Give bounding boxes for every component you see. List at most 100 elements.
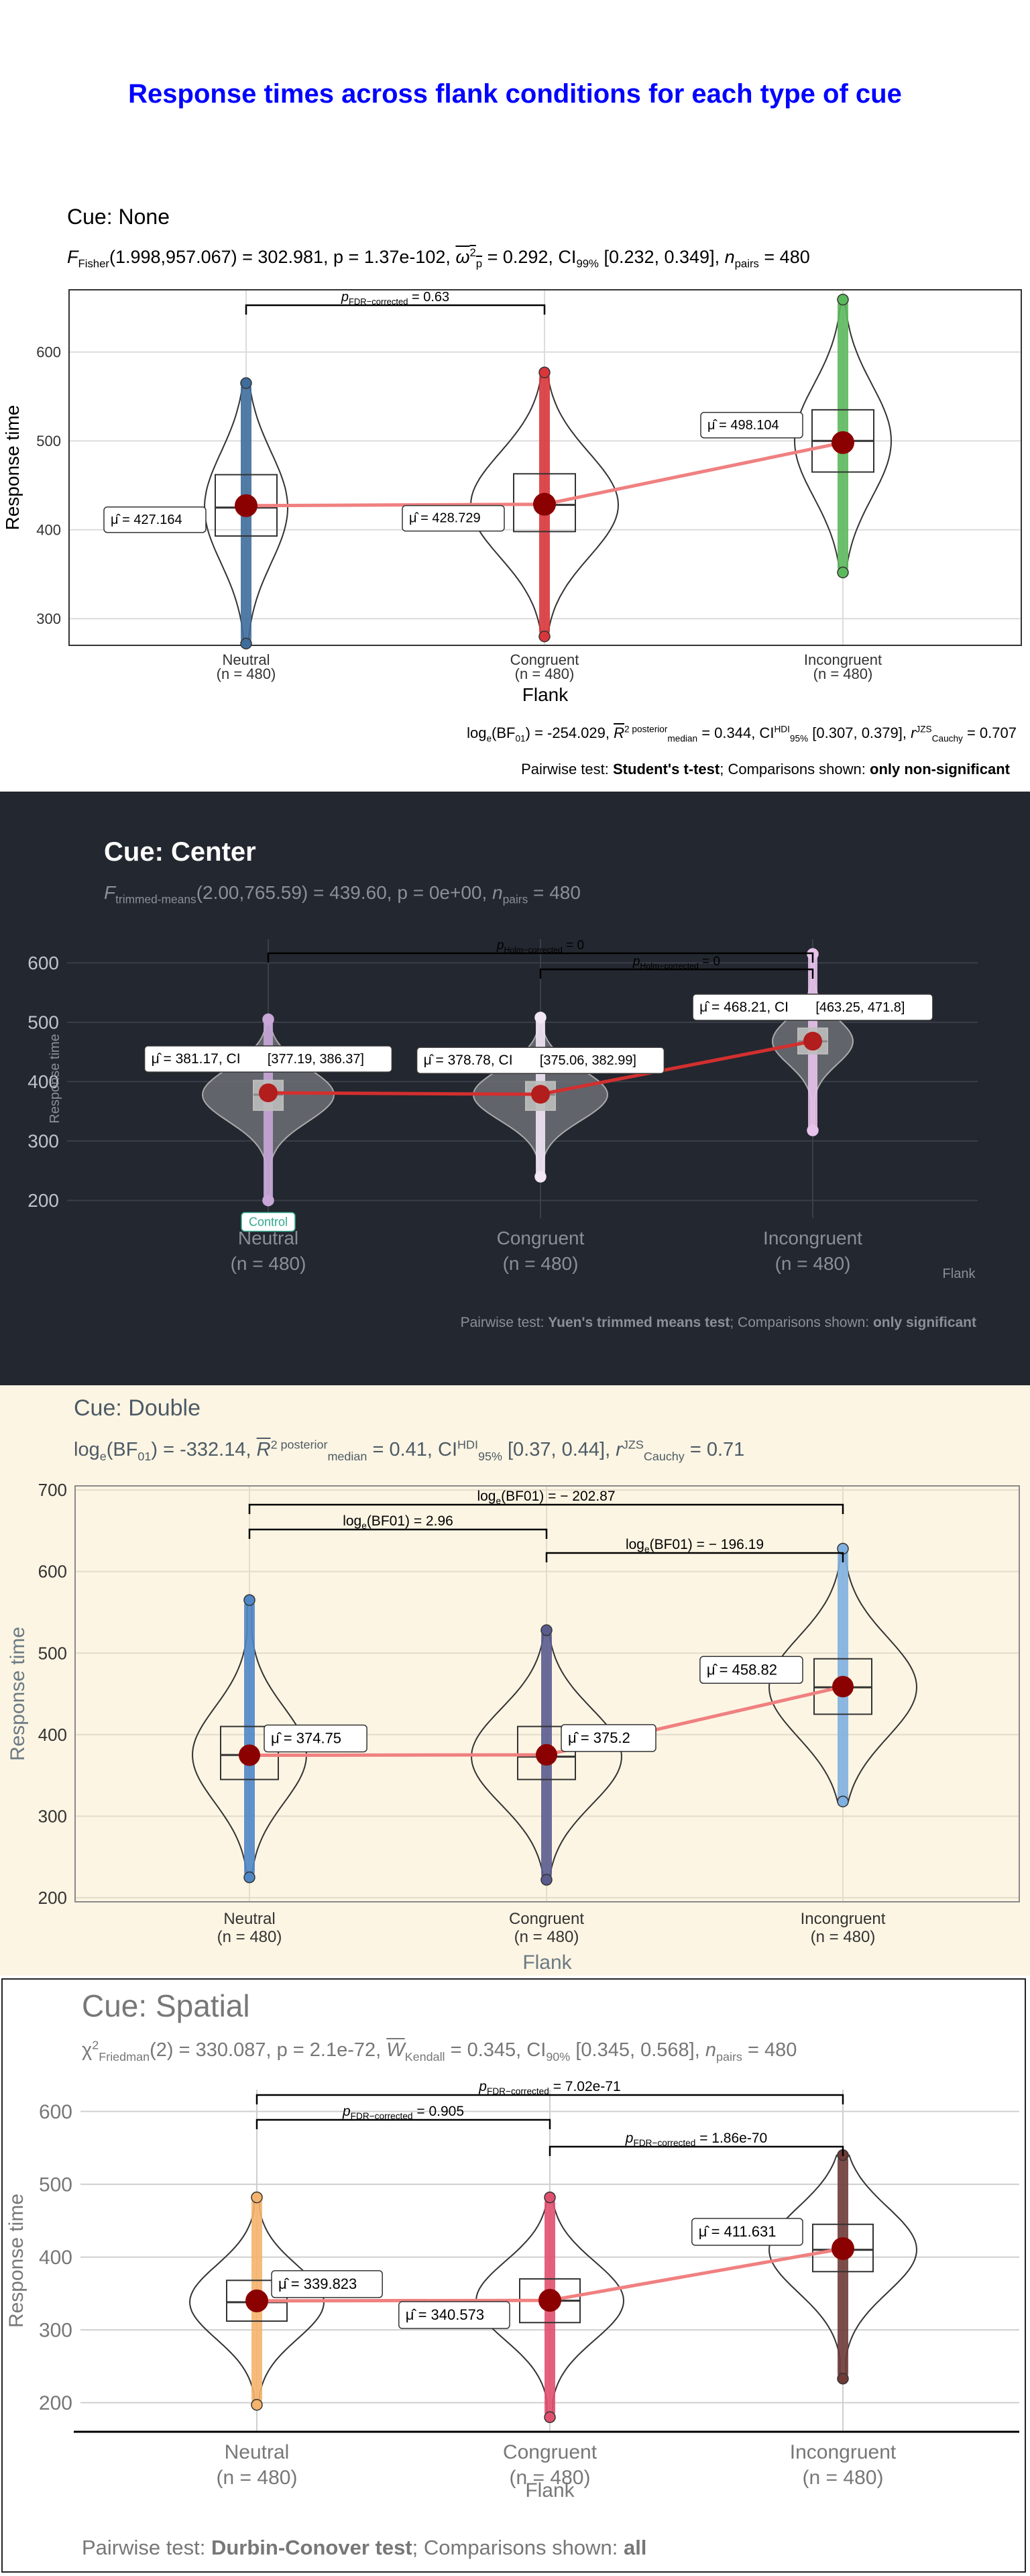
x-tick-n-label: (n = 480) — [813, 665, 873, 682]
y-tick-label: 500 — [36, 433, 61, 449]
y-axis-title: Response time — [7, 1627, 29, 1761]
box-neutral — [220, 1725, 279, 1780]
x-tick-label: Congruent — [510, 651, 579, 668]
mean-label-box — [398, 2301, 510, 2329]
mean-label: μ̂ = 427.164 — [111, 513, 182, 527]
comparison-label: loge(BF01) = − 196.19 — [626, 1537, 764, 1554]
point-max — [240, 377, 252, 389]
mean-point — [239, 1744, 260, 1766]
x-tick-label: Incongruent — [804, 651, 882, 668]
comparison-label: loge(BF01) = 2.96 — [343, 1513, 453, 1531]
mean-label-box — [416, 1046, 665, 1074]
comparison-bracket — [248, 1503, 844, 1514]
y-tick-label: 300 — [36, 610, 61, 627]
x-tick-label: Neutral — [225, 2441, 290, 2463]
panel-title: Cue: Center — [104, 837, 256, 867]
pairwise-caption: Pairwise test: Student's t-test; Compari… — [521, 761, 1010, 777]
chart-svg: 200 300 400 500 600 700 Response time Flank Neut… — [7, 1480, 1020, 1974]
violin-incongruent — [768, 2154, 917, 2379]
panel-title: Cue: None — [67, 205, 170, 229]
panel-cue-none: Cue: None FFisher(1.998,957.067) = 302.9… — [0, 174, 1030, 792]
x-tick-n-label: (n = 480) — [231, 1253, 306, 1274]
x-tick-n-label: (n = 480) — [803, 2467, 884, 2489]
comparison-label: pFDR−corrected = 0.905 — [342, 2104, 464, 2121]
comparison-label: loge(BF01) = − 202.87 — [477, 1489, 615, 1506]
x-axis-title: Flank — [943, 1267, 976, 1281]
point-min — [251, 2399, 263, 2411]
mean-point — [533, 492, 556, 516]
mean-point — [245, 2289, 268, 2312]
x-tick-label: Congruent — [497, 1228, 585, 1248]
mean-label-box — [402, 504, 505, 532]
y-tick-label: 600 — [39, 2101, 72, 2123]
y-tick-label: 300 — [39, 2320, 72, 2342]
y-tick-label: 400 — [36, 521, 61, 538]
y-tick-label: 300 — [27, 1131, 59, 1152]
panel-border — [1, 1978, 1026, 2573]
comparison-label: pFDR−corrected = 7.02e-71 — [478, 2079, 620, 2096]
y-tick-label: 500 — [39, 2174, 72, 2196]
x-tick-label: Incongruent — [790, 2441, 897, 2463]
y-tick-label: 400 — [27, 1071, 59, 1092]
pairwise-caption: Pairwise test: Durbin-Conover test; Comp… — [82, 2536, 647, 2559]
points-strip-incongruent — [838, 2155, 848, 2379]
box-incongruent — [812, 2223, 874, 2273]
points-strip-neutral — [244, 1600, 255, 1878]
point-min — [837, 1795, 849, 1808]
x-tick-label: Incongruent — [763, 1228, 862, 1248]
mean-label-box — [691, 2218, 803, 2246]
mean-point — [259, 1083, 278, 1103]
comparison-bracket — [545, 1552, 844, 1562]
point-max — [540, 1624, 553, 1636]
comparison-bracket — [245, 304, 546, 315]
point-min — [538, 631, 551, 643]
point-max — [534, 1012, 547, 1024]
mean-label: μ̂ = 381.17, CI — [152, 1051, 241, 1067]
mean-label: μ̂ = 339.823 — [278, 2275, 357, 2292]
x-axis-title: Flank — [525, 2479, 575, 2502]
box-congruent — [517, 1725, 576, 1780]
mean-label: μ̂ = 428.729 — [409, 511, 481, 526]
point-min — [837, 2373, 849, 2385]
point-max — [837, 293, 849, 306]
mean-label-box — [699, 1656, 803, 1684]
mean-label-box — [271, 2270, 383, 2298]
comparison-bracket — [549, 2145, 844, 2156]
point-min — [837, 566, 849, 579]
point-max — [544, 2191, 556, 2204]
comparison-label: pHolm−corrected = 0 — [496, 938, 584, 955]
mean-label: μ̂ = 411.631 — [699, 2223, 777, 2240]
box-congruent — [513, 473, 576, 533]
bayes-caption: loge(BF01) = -254.029, R2 posteriormedia… — [467, 724, 1017, 744]
panel-subtitle: FFisher(1.998,957.067) = 302.981, p = 1.… — [67, 246, 810, 270]
point-max — [262, 1013, 274, 1026]
point-max — [251, 2191, 263, 2204]
mean-label: μ̂ = 468.21, CI — [699, 1000, 789, 1015]
y-tick-label: 700 — [38, 1480, 67, 1500]
panel-cue-double: Cue: Double loge(BF01) = -332.14, R2 pos… — [0, 1385, 1030, 1976]
comparison-bracket — [255, 2118, 551, 2129]
x-tick-n-label: (n = 480) — [514, 1928, 579, 1946]
plot-frame — [74, 1485, 1020, 1902]
panel-subtitle: loge(BF01) = -332.14, R2 posteriormedian… — [74, 1438, 745, 1463]
point-min — [243, 1871, 255, 1884]
mean-ci-label: [377.19, 386.37] — [268, 1052, 364, 1067]
mean-ci-label: [463.25, 471.8] — [815, 1000, 905, 1015]
mean-point — [536, 1743, 557, 1766]
panel-title: Cue: Spatial — [82, 1988, 250, 2023]
mean-label: μ̂ = 498.104 — [707, 418, 779, 433]
x-tick-n-label: (n = 480) — [217, 1928, 282, 1946]
point-min — [544, 2411, 556, 2424]
x-tick-n-label: (n = 480) — [515, 665, 575, 682]
mean-point — [531, 1085, 550, 1104]
x-tick-label: Congruent — [503, 2441, 597, 2463]
y-tick-label: 500 — [27, 1012, 59, 1033]
panel-title: Cue: Double — [74, 1395, 201, 1421]
comparison-label: pHolm−corrected = 0 — [632, 955, 720, 971]
mean-label: μ̂ = 374.75 — [271, 1729, 341, 1746]
pairwise-caption: Pairwise test: Yuen's trimmed means test… — [460, 1315, 976, 1330]
y-tick-label: 200 — [39, 2392, 72, 2414]
mean-label-box — [144, 1045, 393, 1073]
